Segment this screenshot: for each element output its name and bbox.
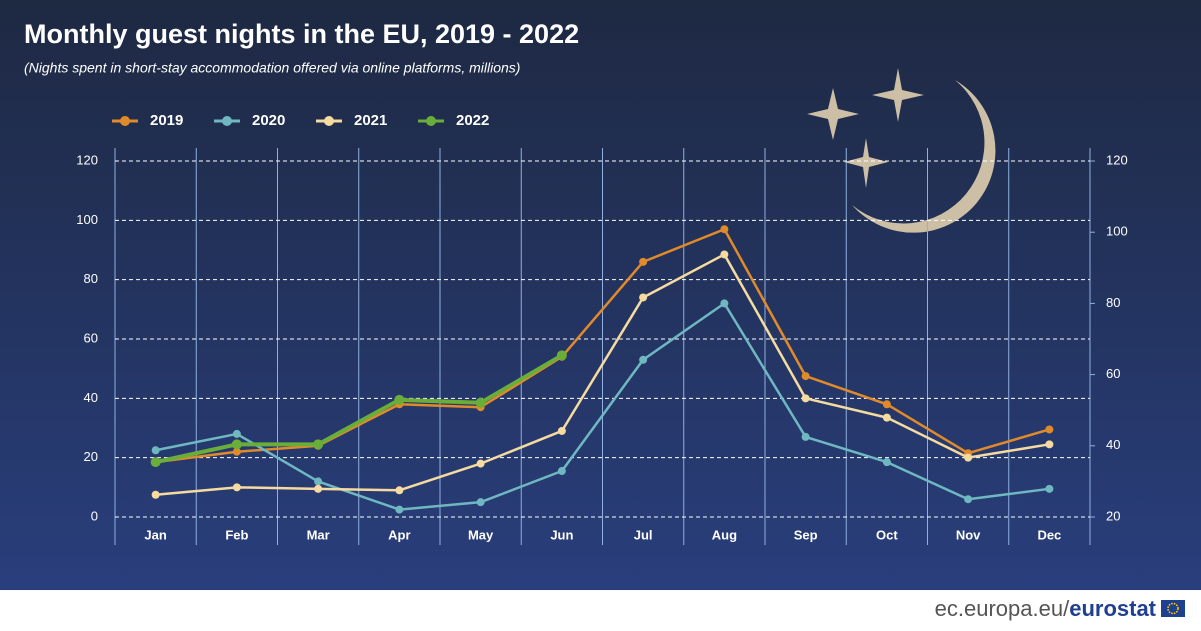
series-line (155, 253, 1050, 496)
y-tick-label: 120 (76, 152, 98, 167)
series-line (155, 353, 563, 465)
data-point (395, 486, 404, 495)
x-tick-label: May (468, 527, 494, 542)
legend-marker (324, 116, 334, 126)
data-point (151, 446, 160, 455)
legend-label: 2021 (354, 112, 387, 129)
y2-tick-label: 80 (1106, 295, 1120, 310)
x-tick-label: Oct (876, 527, 898, 542)
data-point (801, 372, 810, 381)
series-line (155, 302, 1050, 511)
data-point (720, 299, 729, 308)
x-tick-label: Dec (1037, 527, 1061, 542)
data-point (557, 426, 566, 435)
chart-subtitle: (Nights spent in short-stay accommodatio… (24, 60, 520, 76)
footer-brand: eurostat (1069, 596, 1156, 621)
x-tick-label: Feb (225, 527, 248, 542)
y-tick-label: 100 (76, 212, 98, 227)
data-point (557, 467, 566, 476)
background (0, 0, 1201, 590)
y2-tick-label: 40 (1106, 437, 1120, 452)
data-point (964, 495, 973, 504)
data-point (475, 397, 486, 408)
data-point (801, 394, 810, 403)
chart-title: Monthly guest nights in the EU, 2019 - 2… (24, 19, 579, 49)
data-point (882, 458, 891, 467)
y-tick-label: 60 (84, 330, 98, 345)
legend-label: 2019 (150, 112, 183, 129)
legend-marker (222, 116, 232, 126)
data-point (231, 439, 242, 450)
y2-tick-label: 20 (1106, 508, 1120, 523)
plot: 0 20 40 60 80 100 120 20 40 60 80 100 120 Jan Feb Mar Ap… (76, 112, 1128, 545)
series-line (155, 227, 1050, 464)
x-tick-label: Apr (388, 527, 410, 542)
data-point (232, 483, 241, 492)
y2-tick-label: 60 (1106, 366, 1120, 381)
x-tick-label: Mar (307, 527, 330, 542)
x-tick-label: Aug (712, 527, 737, 542)
data-point (720, 250, 729, 259)
x-tick-label: Jan (144, 527, 166, 542)
y2-tick-label: 100 (1106, 224, 1128, 239)
y-tick-label: 80 (84, 271, 98, 286)
legend-label: 2020 (252, 112, 285, 129)
data-point (313, 439, 324, 450)
data-point (394, 394, 405, 405)
data-point (1045, 440, 1054, 449)
data-point (476, 498, 485, 507)
data-point (395, 505, 404, 514)
data-point (964, 453, 973, 462)
x-tick-label: Nov (956, 527, 981, 542)
legend-marker (120, 116, 130, 126)
data-point (232, 447, 241, 456)
y-tick-label: 40 (84, 390, 98, 405)
data-point (150, 457, 161, 468)
x-tick-label: Sep (794, 527, 818, 542)
eu-flag (1161, 600, 1185, 617)
data-point (720, 225, 729, 234)
data-point (314, 484, 323, 493)
data-point (1045, 425, 1054, 434)
x-tick-label: Jul (634, 527, 653, 542)
footer-site: ec.europa.eu/ (935, 596, 1070, 621)
data-point (1045, 484, 1054, 493)
data-point (314, 477, 323, 486)
data-point (882, 400, 891, 409)
y-tick-label: 20 (84, 449, 98, 464)
legend-marker (426, 116, 436, 126)
data-point (639, 257, 648, 266)
data-point (151, 490, 160, 499)
data-point (801, 432, 810, 441)
data-point (882, 413, 891, 422)
moon-stars (807, 68, 996, 233)
data-point (639, 355, 648, 364)
y-tick-label: 0 (91, 508, 98, 523)
legend-label: 2022 (456, 112, 489, 129)
data-point (639, 293, 648, 302)
data-point (232, 429, 241, 438)
x-tick-label: Jun (550, 527, 573, 542)
y2-tick-label: 120 (1106, 152, 1128, 167)
data-point (556, 350, 567, 361)
data-point (476, 459, 485, 468)
